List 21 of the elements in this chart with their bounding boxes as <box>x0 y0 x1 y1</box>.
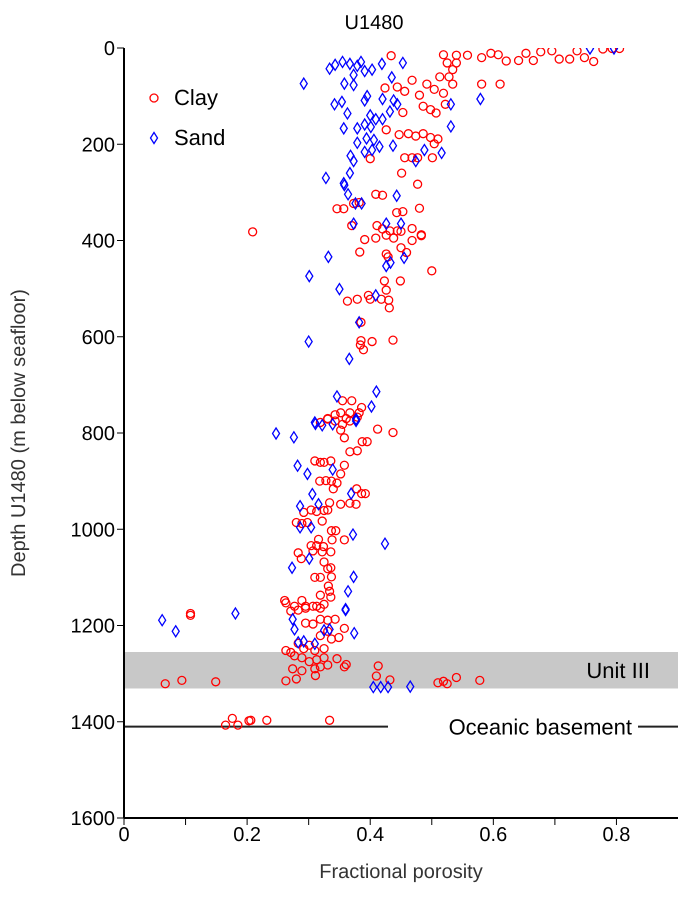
y-tick-label: 600 <box>82 326 115 349</box>
x-tick-label: 0.4 <box>356 824 384 846</box>
y-tick-label: 400 <box>82 230 115 253</box>
x-tick-label: 0.6 <box>479 824 508 846</box>
ref-line-label: Oceanic basement <box>448 714 632 740</box>
x-tick-label: 0 <box>118 824 130 846</box>
y-tick-label: 200 <box>82 134 115 156</box>
x-tick-label: 0.2 <box>233 824 262 846</box>
legend-label: Sand <box>173 124 226 152</box>
y-tick-label: 1000 <box>70 519 115 542</box>
y-tick-label: 1400 <box>70 712 115 734</box>
x-axis-title: Fractional porosity <box>319 861 483 883</box>
y-tick-label: 1600 <box>70 808 115 830</box>
legend-label: Clay <box>173 84 220 112</box>
y-axis-title: Depth U1480 (m below seafloor) <box>8 289 30 577</box>
x-tick-label: 0.8 <box>602 824 630 846</box>
y-tick-label: 0 <box>104 38 115 60</box>
chart-title: U1480 <box>344 11 404 36</box>
y-tick-label: 1200 <box>70 616 115 638</box>
y-tick-label: 800 <box>82 423 115 446</box>
band-label: Unit III <box>586 658 650 684</box>
